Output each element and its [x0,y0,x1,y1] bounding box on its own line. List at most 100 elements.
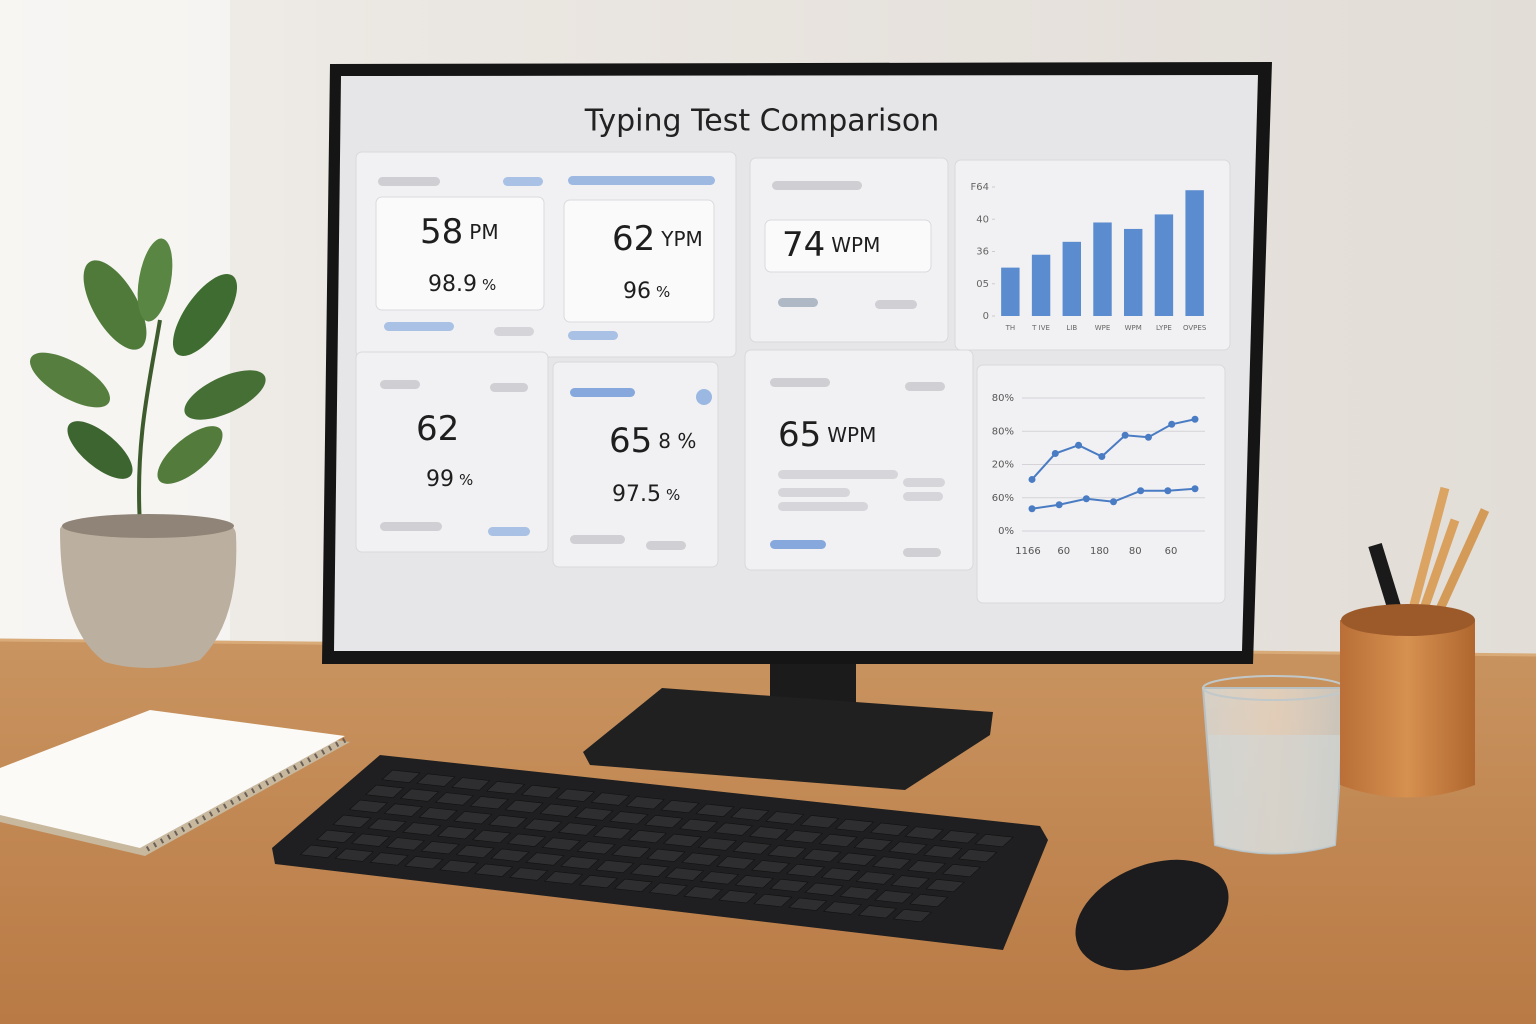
key [474,863,514,877]
accuracy-value: 97.5 [612,482,661,507]
placeholder-bar [905,382,945,391]
bar [1154,214,1174,316]
key [539,803,579,817]
leaf [30,352,110,408]
key [664,867,705,881]
key [576,841,616,855]
series-point [1110,498,1117,506]
placeholder-bar [903,548,941,557]
key [332,814,372,828]
series-line [1031,418,1196,481]
key [941,863,982,878]
accuracy-unit: % [482,276,496,294]
pencil [1430,508,1490,622]
key [660,799,700,814]
accuracy-value: 98.9 [428,272,477,297]
key [939,830,979,844]
monitor-base [583,688,993,790]
key [592,826,633,840]
key [788,897,828,911]
wpm-text: 65 8 % [609,421,696,461]
leaf [83,260,147,350]
wpm-unit: WPM [831,233,880,257]
y-tick-label: 80% [992,393,1014,404]
series-point [1168,420,1176,428]
key [683,886,723,900]
key [609,811,649,825]
placeholder-bar [384,322,454,331]
mouse [1075,859,1229,971]
key [767,845,807,859]
key [595,859,635,874]
y-tick-label: 05 [976,279,989,290]
key [730,807,770,821]
key [385,837,426,851]
key [958,848,998,863]
key [418,807,458,821]
y-tick-label: 80% [992,426,1014,437]
card [375,196,545,311]
wpm-text: 74 WPM [782,225,880,265]
y-tick-label: 40 [976,214,989,225]
dashboard-title: Typing Test Comparison [584,104,940,139]
key [834,818,875,833]
key [416,773,456,787]
key [925,878,965,893]
key [437,826,477,840]
key [890,875,930,889]
x-tick-label: OVPES [1183,324,1207,332]
key [713,822,754,836]
x-tick-label: 60 [1165,546,1178,557]
accuracy-text: 98.9% [428,272,496,297]
y-tick-label: 60% [992,493,1014,504]
key [765,811,805,825]
key [455,844,495,859]
x-tick-label: 1166 [1015,546,1040,557]
key [837,852,877,866]
key [869,822,910,836]
key [611,844,651,859]
pot-rim [62,514,234,538]
key [471,829,512,844]
key [543,871,584,885]
key [923,845,963,859]
bar [1001,267,1020,316]
key [906,860,947,874]
wpm-unit: 8 % [658,429,696,453]
key [785,863,826,878]
key [613,878,653,892]
leaf [137,238,173,322]
key [334,848,374,862]
key [839,886,879,900]
card [764,219,932,273]
key [439,859,479,874]
y-tick-label: 36 [976,247,989,258]
placeholder-bar [570,388,635,397]
key [909,893,949,908]
key [874,890,914,904]
series-point [1075,441,1083,449]
placeholder-bar [568,176,715,185]
key [574,807,614,821]
pencil [1405,486,1450,622]
key [627,829,668,844]
wpm-unit: WPM [827,423,876,447]
notebook-spiral [140,737,347,855]
key [699,871,740,885]
card [563,199,715,323]
placeholder-bar [488,527,530,536]
wpm-unit: YPM [660,227,703,251]
placeholder-bar [490,383,528,392]
plant-stem [137,319,162,526]
series-point [1028,475,1036,483]
key [560,856,600,870]
key [732,841,772,855]
placeholder-bar [778,470,898,479]
x-tick-label: 80 [1129,546,1142,557]
notebook [0,710,350,856]
placeholder-bar [380,522,442,531]
glass-water [1208,735,1341,854]
series-point [1144,433,1152,441]
key [399,788,440,802]
series-point [1191,415,1199,423]
